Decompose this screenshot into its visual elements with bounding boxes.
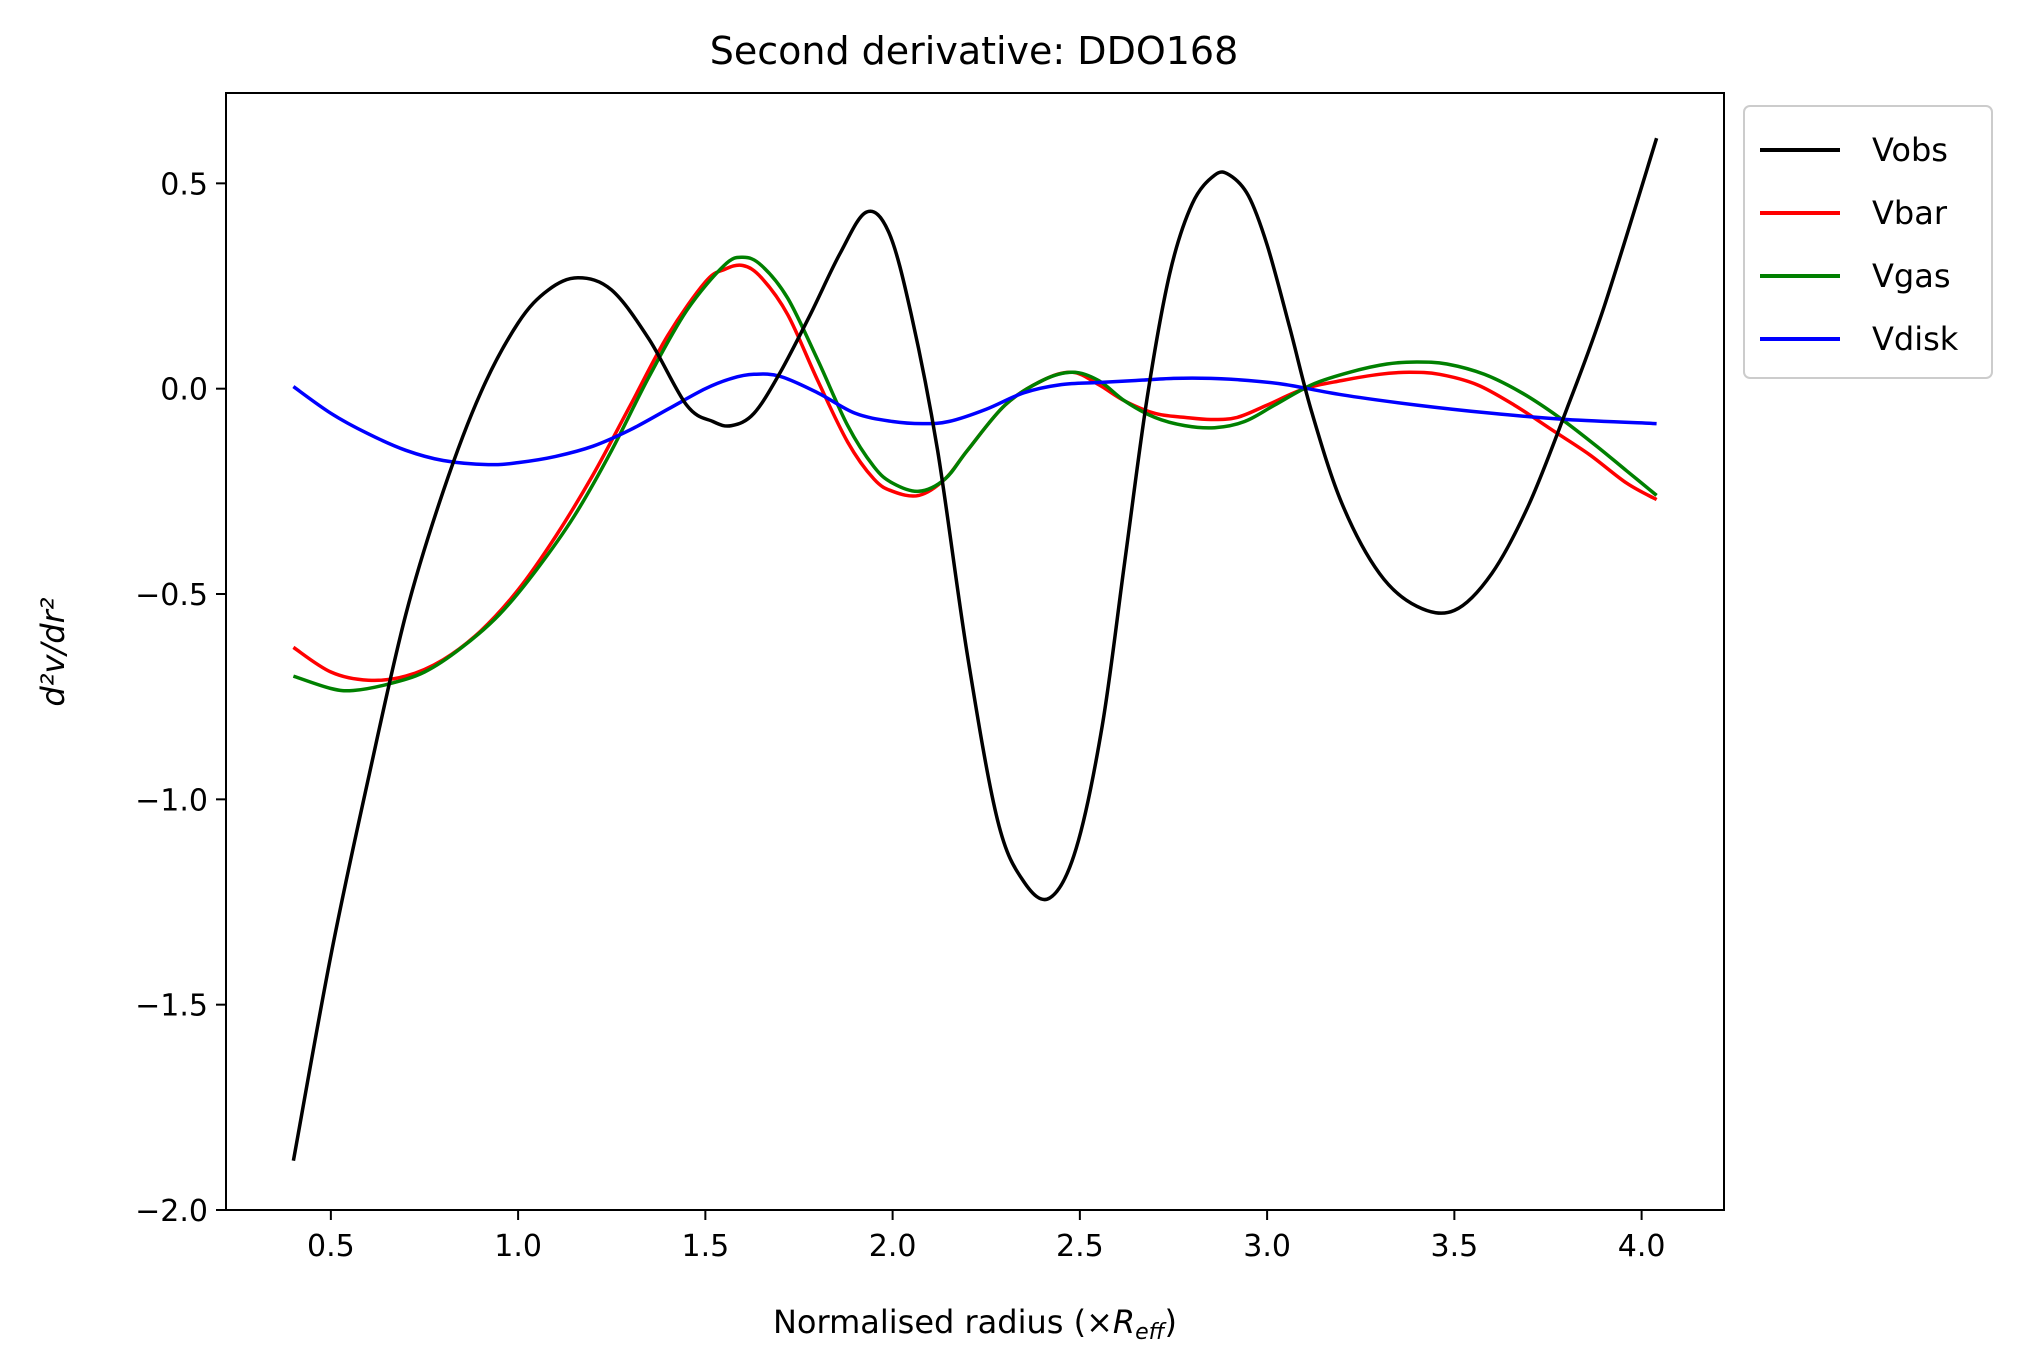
legend-label-vobs: Vobs: [1872, 131, 1948, 169]
x-axis-label: Normalised radius (×Reff): [773, 1303, 1177, 1345]
x-tick-label: 1.5: [682, 1229, 730, 1264]
y-tick-label: 0.5: [160, 167, 208, 202]
x-axis-label-prefix: Normalised radius (×: [773, 1303, 1113, 1341]
legend-label-vdisk: Vdisk: [1872, 320, 1959, 358]
x-axis: 0.5 1.0 1.5 2.0 2.5 3.0 3.5 4.0: [307, 1210, 1665, 1264]
plot-frame: [225, 92, 1725, 1211]
y-tick-label: −1.5: [135, 989, 208, 1024]
x-tick-label: 2.5: [1056, 1229, 1104, 1264]
legend-label-vbar: Vbar: [1872, 194, 1948, 232]
series-line-vdisk: [292, 372, 1657, 467]
x-tick-label: 0.5: [307, 1229, 355, 1264]
legend-label-vgas: Vgas: [1872, 257, 1950, 295]
y-tick-label: −0.5: [135, 578, 208, 613]
y-tick-label: −2.0: [135, 1194, 208, 1229]
y-tick-label: 0.0: [160, 373, 208, 408]
x-tick-label: 1.0: [494, 1229, 542, 1264]
x-tick-label: 4.0: [1618, 1229, 1666, 1264]
legend-frame: [1743, 105, 1993, 379]
x-axis-label-symbol: R: [1113, 1303, 1135, 1341]
chart-title: Second derivative: DDO168: [710, 29, 1239, 73]
series-line-vgas: [292, 255, 1658, 693]
x-tick-label: 2.0: [869, 1229, 917, 1264]
y-tick-label: −1.0: [135, 783, 208, 818]
series-line-vobs: [291, 137, 1659, 1162]
y-axis-label: d²v/dr²: [34, 597, 72, 706]
y-axis: −2.0 −1.5 −1.0 −0.5 0.0 0.5: [135, 167, 226, 1229]
series-layer: [291, 137, 1659, 1162]
x-axis-label-suffix: ): [1165, 1303, 1177, 1341]
x-tick-label: 3.0: [1243, 1229, 1291, 1264]
x-axis-label-subscript: eff: [1135, 1320, 1167, 1345]
legend: Vobs Vbar Vgas Vdisk: [1743, 105, 1993, 379]
x-tick-label: 3.5: [1431, 1229, 1479, 1264]
